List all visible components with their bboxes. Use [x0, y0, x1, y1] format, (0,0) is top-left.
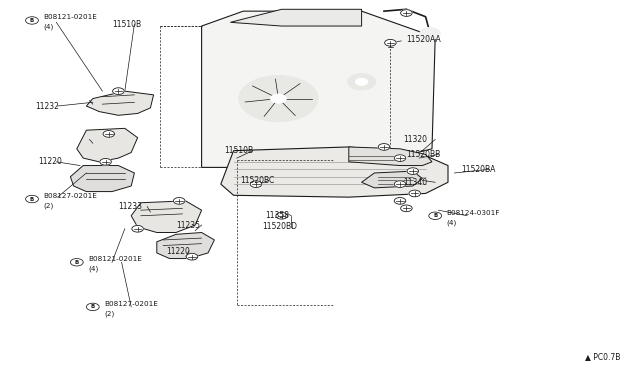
Text: B08121-0201E: B08121-0201E	[88, 256, 142, 262]
Text: 11510B: 11510B	[224, 146, 253, 155]
Circle shape	[420, 28, 440, 39]
Circle shape	[407, 168, 419, 174]
Text: 11340: 11340	[403, 178, 428, 187]
Polygon shape	[349, 147, 432, 166]
Text: 11510B: 11510B	[112, 20, 141, 29]
Polygon shape	[70, 166, 134, 192]
Text: ▲ PC0.7B: ▲ PC0.7B	[586, 352, 621, 361]
Polygon shape	[202, 11, 435, 167]
Circle shape	[100, 158, 111, 165]
Circle shape	[103, 131, 115, 137]
Text: (4): (4)	[88, 266, 99, 272]
Circle shape	[429, 212, 442, 219]
Text: (2): (2)	[44, 202, 54, 209]
Circle shape	[173, 198, 185, 204]
Circle shape	[409, 190, 420, 197]
Text: (4): (4)	[447, 219, 457, 226]
Text: (4): (4)	[44, 24, 54, 31]
Text: B08121-0201E: B08121-0201E	[44, 15, 97, 20]
Circle shape	[70, 259, 83, 266]
Text: B: B	[30, 18, 34, 23]
Circle shape	[401, 205, 412, 212]
Circle shape	[355, 78, 368, 86]
Polygon shape	[86, 91, 154, 115]
Circle shape	[86, 303, 99, 311]
Text: 11233: 11233	[118, 202, 143, 211]
Circle shape	[113, 88, 124, 94]
Text: B: B	[75, 260, 79, 265]
Circle shape	[276, 212, 287, 219]
Text: 11520AA: 11520AA	[406, 35, 441, 44]
Text: (2): (2)	[104, 310, 115, 317]
Circle shape	[401, 10, 412, 16]
Circle shape	[271, 94, 286, 103]
Circle shape	[26, 17, 38, 24]
Circle shape	[132, 225, 143, 232]
Circle shape	[394, 181, 406, 187]
Circle shape	[378, 144, 390, 150]
Text: 11520BD: 11520BD	[262, 222, 298, 231]
Circle shape	[186, 253, 198, 260]
Text: B: B	[433, 213, 437, 218]
Polygon shape	[221, 147, 448, 197]
Text: 11520BC: 11520BC	[240, 176, 275, 185]
Text: 11520BB: 11520BB	[406, 150, 441, 159]
Circle shape	[26, 195, 38, 203]
Text: 11235: 11235	[176, 221, 200, 230]
Text: B08124-0301F: B08124-0301F	[447, 210, 500, 216]
Text: 11220: 11220	[38, 157, 62, 166]
Circle shape	[250, 181, 262, 187]
Text: B08127-0201E: B08127-0201E	[104, 301, 158, 307]
Text: B: B	[30, 196, 34, 202]
Circle shape	[394, 198, 406, 204]
Circle shape	[239, 76, 318, 122]
Text: 11320: 11320	[403, 135, 428, 144]
Text: B: B	[91, 304, 95, 310]
Text: B08127-0201E: B08127-0201E	[44, 193, 97, 199]
Circle shape	[348, 74, 376, 90]
Text: 11358: 11358	[266, 211, 289, 220]
Polygon shape	[77, 128, 138, 162]
Polygon shape	[230, 9, 362, 26]
Text: 11232: 11232	[35, 102, 59, 110]
Circle shape	[385, 39, 396, 46]
Text: 11520BA: 11520BA	[461, 165, 495, 174]
Text: 11220: 11220	[166, 247, 190, 256]
Polygon shape	[131, 201, 202, 232]
Polygon shape	[157, 232, 214, 259]
Polygon shape	[362, 171, 422, 188]
Circle shape	[394, 155, 406, 161]
